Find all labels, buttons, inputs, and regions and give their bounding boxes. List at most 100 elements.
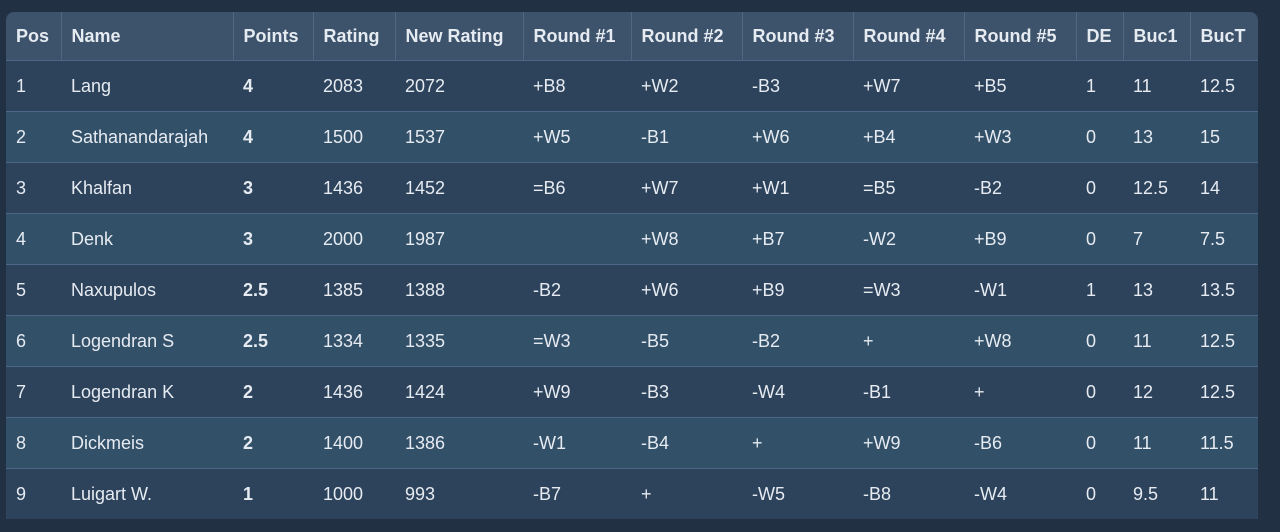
table-cell: 1000	[313, 468, 395, 519]
table-cell: 2	[6, 111, 61, 163]
table-cell: Luigart W.	[61, 468, 233, 519]
table-cell: +W7	[853, 60, 964, 112]
table-cell: -B2	[964, 162, 1076, 214]
table-row: 2 Sathanandarajah 4 1500 1537 +W5 -B1 +W6 +B4 +W3…	[6, 111, 1258, 163]
table-cell: -W4	[742, 366, 853, 418]
table-cell: Denk	[61, 213, 233, 265]
table-cell: +B8	[523, 60, 631, 112]
table-cell: 0	[1076, 366, 1123, 418]
table-cell: -B7	[523, 468, 631, 519]
table-row: 7 Logendran K 2 1436 1424 +W9 -B3 -W4 -B1 +0 12 12.…	[6, 366, 1258, 418]
column-header: Round #5	[963, 12, 1076, 61]
table-cell: 13.5	[1190, 264, 1258, 316]
table-cell: 3	[233, 213, 313, 265]
table-cell: +W1	[742, 162, 853, 214]
table-row: 9 Luigart W. 1 1000 993 -B7 + -W5 -B8 -W4 0 9.5 11	[6, 468, 1258, 519]
table-cell: 11	[1123, 60, 1190, 112]
table-cell: -B6	[964, 417, 1076, 469]
column-header: Round #3	[741, 12, 853, 61]
table-cell: 5	[6, 264, 61, 316]
table-cell: -B2	[523, 264, 631, 316]
column-header: DE	[1075, 12, 1123, 61]
table-cell: -W4	[964, 468, 1076, 519]
table-cell: +W9	[853, 417, 964, 469]
table-cell: 1452	[395, 162, 523, 214]
table-cell: 4	[6, 213, 61, 265]
table-cell: =B6	[523, 162, 631, 214]
table-cell: +W8	[964, 315, 1076, 367]
column-header: Points	[232, 12, 313, 61]
table-cell: +W2	[631, 60, 742, 112]
table-cell: +	[964, 366, 1076, 418]
table-cell: -W1	[523, 417, 631, 469]
standings-panel: Pos Name Points Rating New Rating Round #1 Rou…	[6, 12, 1258, 519]
table-cell: 13	[1123, 264, 1190, 316]
table-cell: 2000	[313, 213, 395, 265]
table-cell: =W3	[853, 264, 964, 316]
table-cell: 9.5	[1123, 468, 1190, 519]
table-cell: 9	[6, 468, 61, 519]
table-cell: 0	[1076, 213, 1123, 265]
table-cell: 0	[1076, 162, 1123, 214]
table-cell: 2.5	[233, 315, 313, 367]
table-cell: 2	[233, 417, 313, 469]
table-cell: 7.5	[1190, 213, 1258, 265]
table-cell: 1	[6, 60, 61, 112]
header-row: Pos Name Points Rating New Rating Round #1 Rou…	[6, 12, 1258, 61]
table-body: 1 Lang 4 2083 2072 +B8 +W2 -B3 +W7 +B5 1 11 12.5 2 Sat…	[6, 60, 1258, 519]
table-cell: 3	[233, 162, 313, 214]
table-cell: 0	[1076, 468, 1123, 519]
table-cell: 1436	[313, 366, 395, 418]
table-cell: +	[853, 315, 964, 367]
column-header: Pos	[6, 12, 61, 61]
standings-table: Pos Name Points Rating New Rating Round #1 Rou…	[6, 12, 1258, 519]
table-cell: 12.5	[1190, 366, 1258, 418]
column-header: Rating	[312, 12, 395, 61]
table-cell: 7	[1123, 213, 1190, 265]
table-cell: -B8	[853, 468, 964, 519]
table-cell: 7	[6, 366, 61, 418]
table-cell: 4	[233, 60, 313, 112]
table-cell: 2	[233, 366, 313, 418]
table-cell: 1400	[313, 417, 395, 469]
table-cell: -B1	[853, 366, 964, 418]
table-cell: Khalfan	[61, 162, 233, 214]
table-row: 4 Denk 3 2000 1987 +W8 +B7 -W2 +B9 0 7 7.5	[6, 213, 1258, 265]
table-cell: 11	[1123, 417, 1190, 469]
table-cell: 1335	[395, 315, 523, 367]
table-cell: 4	[233, 111, 313, 163]
table-cell: +B5	[964, 60, 1076, 112]
table-cell: Lang	[61, 60, 233, 112]
table-cell: +B9	[964, 213, 1076, 265]
table-cell: +W9	[523, 366, 631, 418]
table-cell: 1500	[313, 111, 395, 163]
table-cell: 15	[1190, 111, 1258, 163]
table-row: 6 Logendran S 2.5 1334 1335 =W3 -B5 -B2 + +W8 0 11 1…	[6, 315, 1258, 367]
table-cell: +W3	[964, 111, 1076, 163]
table-cell: 12.5	[1123, 162, 1190, 214]
table-cell: 1424	[395, 366, 523, 418]
table-cell: 1388	[395, 264, 523, 316]
table-cell: 2083	[313, 60, 395, 112]
table-cell: 0	[1076, 111, 1123, 163]
table-cell: -W5	[742, 468, 853, 519]
table-cell: 12	[1123, 366, 1190, 418]
table-cell: 12.5	[1190, 315, 1258, 367]
table-cell: -B5	[631, 315, 742, 367]
table-cell: 1537	[395, 111, 523, 163]
table-cell: 3	[6, 162, 61, 214]
table-cell: 993	[395, 468, 523, 519]
table-row: 5 Naxupulos 2.5 1385 1388 -B2 +W6 +B9 =W3 -W1 1 13 1…	[6, 264, 1258, 316]
table-cell: 14	[1190, 162, 1258, 214]
table-cell: +	[631, 468, 742, 519]
column-header: BucT	[1189, 12, 1258, 61]
table-cell: -B4	[631, 417, 742, 469]
table-cell: -W1	[964, 264, 1076, 316]
table-cell: +B4	[853, 111, 964, 163]
table-cell: +	[742, 417, 853, 469]
table-cell: 6	[6, 315, 61, 367]
column-header: Buc1	[1122, 12, 1190, 61]
table-cell: +W6	[742, 111, 853, 163]
table-cell: 0	[1076, 417, 1123, 469]
